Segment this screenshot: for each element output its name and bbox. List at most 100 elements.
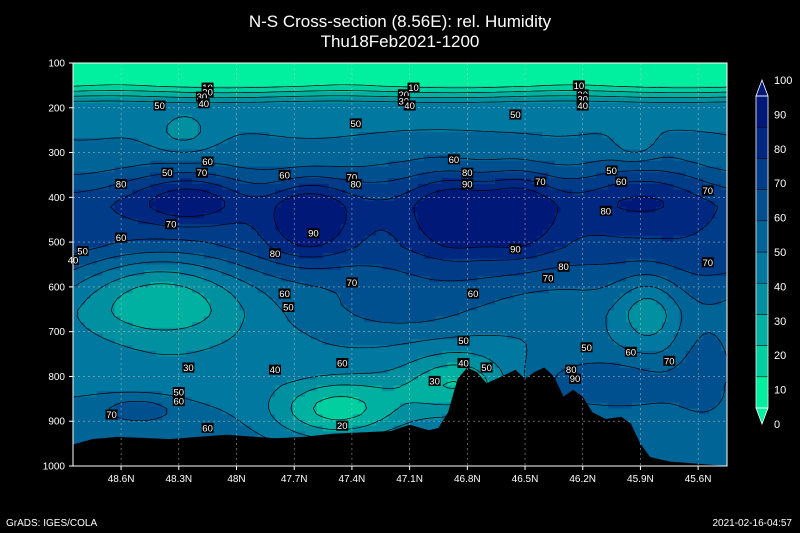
field-cell: [334, 109, 342, 116]
field-cell: [287, 120, 294, 127]
field-cell: [114, 114, 122, 122]
field-cell: [721, 206, 727, 214]
field-cell: [501, 132, 508, 139]
field-cell: [483, 241, 490, 248]
field-cell: [507, 97, 514, 104]
field-cell: [614, 229, 621, 237]
field-cell: [156, 304, 163, 312]
field-cell: [507, 166, 514, 173]
field-cell: [102, 287, 110, 294]
field-cell: [572, 293, 579, 300]
field-cell: [495, 258, 502, 266]
field-cell: [108, 149, 116, 156]
field-cell: [625, 229, 633, 237]
field-cell: [257, 310, 264, 317]
field-cell: [78, 276, 86, 283]
field-cell: [328, 224, 336, 231]
field-cell: [382, 287, 389, 294]
field-cell: [132, 241, 139, 248]
field-cell: [310, 293, 318, 300]
field-cell: [477, 189, 484, 197]
field-cell: [584, 304, 591, 312]
field-cell: [649, 270, 657, 277]
field-cell: [715, 143, 722, 150]
field-cell: [316, 132, 324, 139]
field-cell: [90, 143, 98, 150]
field-cell: [328, 149, 336, 156]
field-cell: [322, 143, 330, 150]
field-cell: [530, 155, 538, 162]
field-cell: [697, 293, 704, 300]
field-cell: [536, 241, 544, 248]
field-cell: [108, 80, 116, 87]
field-cell: [150, 80, 157, 87]
field-cell: [316, 109, 324, 116]
field-cell: [614, 264, 621, 271]
field-cell: [144, 201, 151, 208]
field-cell: [90, 310, 98, 317]
field-cell: [358, 293, 365, 300]
field-cell: [310, 166, 318, 173]
field-cell: [304, 252, 312, 260]
field-cell: [334, 63, 342, 70]
field-cell: [608, 293, 615, 300]
field-cell: [209, 195, 217, 202]
field-cell: [453, 276, 461, 283]
field-cell: [477, 264, 484, 271]
field-cell: [495, 68, 502, 76]
field-cell: [721, 120, 727, 127]
field-cell: [536, 247, 544, 254]
field-cell: [673, 137, 681, 145]
field-cell: [542, 293, 550, 300]
field-cell: [209, 310, 217, 317]
field-cell: [405, 172, 413, 179]
field-cell: [180, 218, 187, 225]
field-cell: [180, 304, 187, 312]
field-cell: [304, 195, 312, 202]
field-cell: [138, 63, 145, 70]
field-cell: [625, 276, 633, 283]
field-cell: [405, 287, 413, 294]
field-cell: [447, 109, 455, 116]
field-cell: [144, 143, 151, 150]
field-cell: [584, 276, 591, 283]
field-cell: [441, 287, 449, 294]
field-cell: [388, 91, 395, 99]
field-cell: [78, 160, 86, 168]
field-cell: [150, 252, 157, 260]
field-cell: [721, 143, 727, 150]
field-cell: [524, 126, 532, 133]
field-cell: [263, 120, 270, 127]
field-cell: [132, 120, 139, 127]
field-cell: [90, 195, 98, 202]
field-cell: [400, 63, 407, 70]
field-cell: [358, 258, 365, 266]
field-cell: [703, 224, 710, 231]
field-cell: [572, 224, 579, 231]
field-cell: [304, 316, 312, 323]
field-cell: [608, 172, 615, 179]
field-cell: [370, 97, 377, 104]
field-cell: [596, 310, 603, 317]
field-cell: [655, 212, 663, 220]
field-cell: [429, 212, 437, 220]
field-cell: [287, 97, 294, 104]
field-cell: [673, 80, 681, 87]
field-cell: [572, 310, 579, 317]
field-cell: [310, 103, 318, 110]
field-cell: [512, 183, 520, 191]
field-cell: [108, 316, 116, 323]
field-cell: [150, 114, 157, 122]
field-cell: [180, 155, 187, 162]
field-cell: [263, 304, 270, 312]
field-cell: [554, 195, 562, 202]
field-cell: [281, 252, 288, 260]
field-cell: [358, 74, 365, 81]
field-cell: [370, 281, 377, 289]
field-cell: [507, 195, 514, 202]
field-cell: [144, 258, 151, 266]
field-cell: [602, 91, 609, 99]
field-cell: [322, 212, 330, 220]
field-cell: [679, 86, 686, 93]
field-cell: [703, 316, 710, 323]
